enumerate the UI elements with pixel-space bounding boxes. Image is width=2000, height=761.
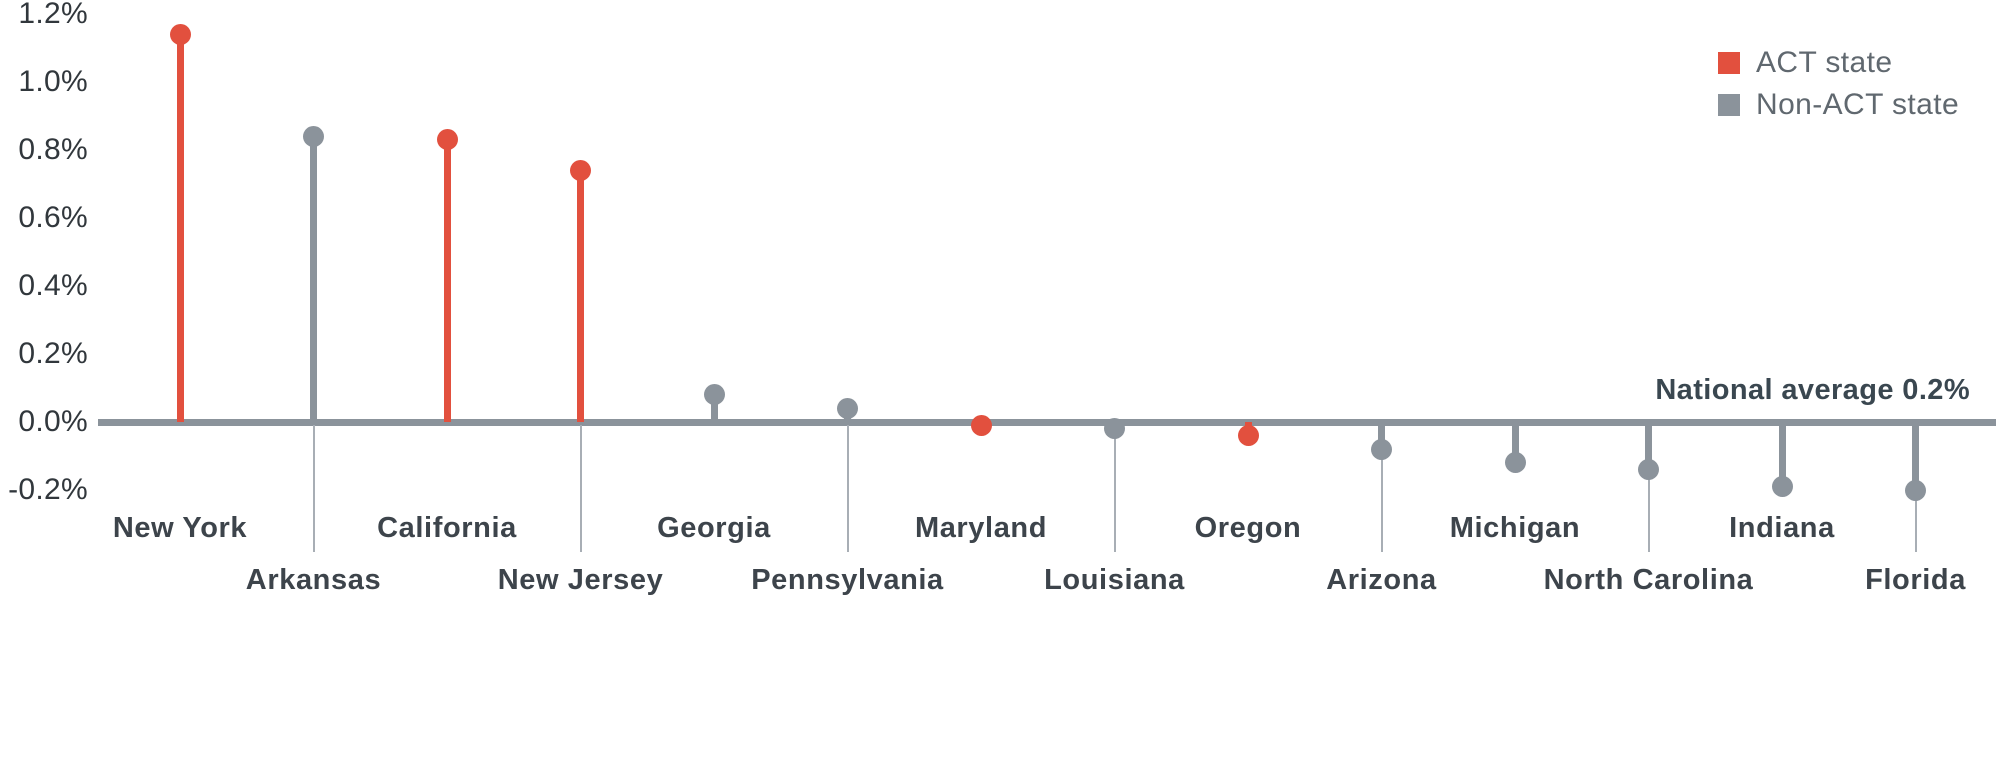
data-point [837,397,858,419]
legend: ACT state Non-ACT state [1718,42,1959,126]
data-point [970,414,992,436]
x-axis-label: Maryland [914,512,1048,544]
lollipop-stem [176,34,184,422]
lollipop-stem [1378,422,1385,450]
category-tick-line [846,425,849,552]
data-point [1504,452,1526,474]
y-axis-tick-label: 1.2% [18,0,88,30]
data-point [1104,418,1125,440]
y-axis-tick-label: 1.0% [18,65,88,98]
x-axis-label: Michigan [1449,512,1581,544]
category-tick-line [312,425,315,552]
legend-swatch-icon [1718,94,1740,116]
data-point [1237,425,1259,447]
y-axis: 1.2% 1.0% 0.8% 0.6% 0.4% 0.2% 0.0% -0.2% [0,0,88,761]
lollipop-stem [1511,422,1519,463]
x-axis-label: California [377,512,517,544]
x-axis-label: Arkansas [245,564,382,596]
x-axis-label: New York [112,512,248,544]
legend-item: Non-ACT state [1718,84,1959,126]
data-point [303,125,324,147]
y-axis-tick-label: 0.2% [18,337,88,370]
data-point [169,23,191,45]
x-axis-label: Louisiana [1044,564,1185,596]
lollipop-stem [443,139,451,422]
category-tick-line [1647,425,1650,552]
data-point [1638,459,1659,481]
data-point [1905,479,1926,501]
data-point [1771,476,1793,498]
national-average-label: National average 0.2% [1655,374,1970,406]
category-tick-line [579,425,582,552]
lollipop-stem [710,394,718,422]
y-axis-tick-label: -0.2% [8,473,88,506]
x-axis-label: Florida [1865,564,1966,596]
lollipop-stem [577,170,584,422]
category-tick-line [1380,425,1383,552]
lollipop-stem [1645,422,1652,470]
x-axis-label: Arizona [1326,564,1437,596]
legend-swatch-icon [1718,52,1740,74]
lollipop-stem [310,136,317,422]
category-tick-line [1113,425,1116,552]
y-axis-tick-label: 0.4% [18,269,88,302]
data-point [436,129,458,151]
x-axis-label: North Carolina [1543,564,1754,596]
zero-axis-line [98,418,1996,426]
data-point [570,159,591,181]
x-axis-label: Oregon [1194,512,1302,544]
lollipop-stem [1912,422,1919,490]
y-axis-tick-label: 0.8% [18,133,88,166]
y-axis-tick-label: 0.0% [18,405,88,438]
x-axis-label: Indiana [1729,512,1835,544]
data-point [703,384,725,406]
lollipop-stem [1778,422,1786,487]
legend-label: Non-ACT state [1756,88,1960,121]
legend-label: ACT state [1756,46,1893,79]
x-axis-label: Pennsylvania [751,564,944,596]
x-axis-label: Georgia [657,512,771,544]
legend-item: ACT state [1718,42,1959,84]
x-axis-label: New Jersey [497,564,664,596]
data-point [1371,438,1392,460]
y-axis-tick-label: 0.6% [18,201,88,234]
